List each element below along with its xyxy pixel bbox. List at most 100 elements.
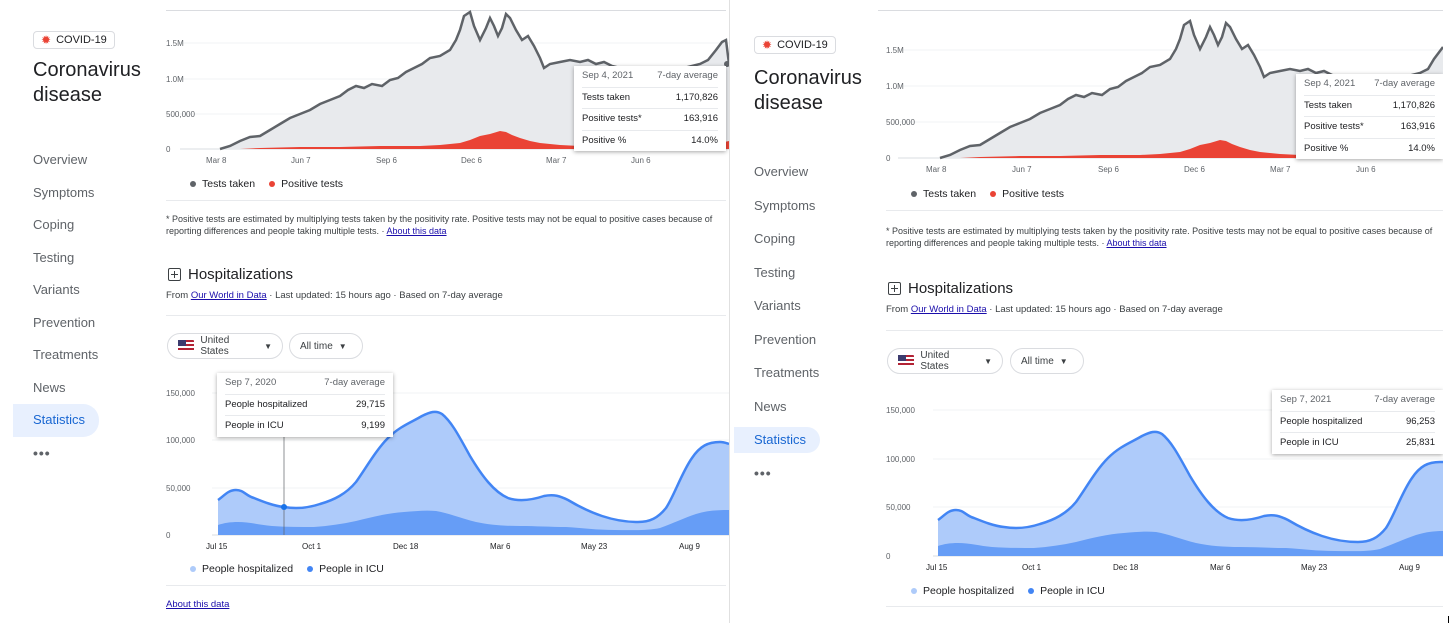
tests-legend: Tests taken Positive tests [911, 188, 1064, 200]
divider [166, 200, 726, 201]
hosp-ytick-100000: 100,000 [886, 455, 915, 464]
hospital-legend: People hospitalized People in ICU [190, 563, 384, 575]
hosp-ytick-0: 0 [166, 531, 171, 540]
tests-xtick-dec6: Dec 6 [461, 156, 482, 165]
tooltip-hospitalized-value: 29,715 [355, 398, 385, 410]
sidebar-item-variants[interactable]: Variants [33, 282, 80, 297]
time-range-select[interactable]: All time ▼ [1010, 348, 1084, 374]
sidebar-item-variants[interactable]: Variants [754, 298, 801, 313]
tests-xtick-mar7: Mar 7 [1270, 165, 1291, 174]
tests-xtick-mar7: Mar 7 [546, 156, 567, 165]
about-this-data-link[interactable]: About this data [166, 599, 230, 610]
country-select[interactable]: United States ▼ [887, 348, 1003, 374]
hosp-xtick-oct1: Oct 1 [302, 542, 322, 551]
sidebar-item-prevention[interactable]: Prevention [33, 314, 96, 330]
sidebar-item-treatments[interactable]: Treatments [754, 365, 820, 380]
sidebar-item-statistics[interactable]: Statistics [734, 427, 820, 453]
our-world-in-data-link[interactable]: Our World in Data [910, 304, 987, 315]
hospitalizations-title[interactable]: Hospitalizations [888, 280, 1013, 297]
sidebar-item-overview[interactable]: Overview [33, 152, 88, 167]
tests-ytick-500000: 500,000 [886, 118, 915, 127]
hosp-xtick-may23: May 23 [1301, 563, 1328, 572]
tests-hover-point [724, 61, 729, 67]
chevron-down-icon: ▼ [984, 356, 992, 366]
sidebar-item-coping[interactable]: Coping [33, 217, 75, 232]
covid-badge[interactable]: ✹ COVID-19 [754, 36, 836, 54]
hosp-xtick-dec18: Dec 18 [393, 542, 419, 551]
sidebar-item-coping[interactable]: Coping [754, 231, 796, 246]
hospital-legend: People hospitalized People in ICU [911, 585, 1105, 597]
sidebar-item-symptoms[interactable]: Symptoms [33, 184, 95, 200]
legend-icu: People in ICU [1028, 585, 1105, 597]
about-this-data-link[interactable]: About this data [386, 226, 447, 236]
hospital-tooltip: Sep 7, 2021 7-day average People hospital… [1272, 390, 1443, 454]
page-title: Coronavirus disease [33, 59, 141, 106]
tests-xtick-dec6: Dec 6 [1184, 165, 1205, 174]
hosp-ytick-100000: 100,000 [166, 436, 195, 445]
hosp-xtick-may23: May 23 [581, 542, 608, 551]
tests-xtick-jun7: Jun 7 [1012, 165, 1032, 174]
sidebar-item-news[interactable]: News [754, 398, 787, 414]
legend-hospitalized: People hospitalized [190, 563, 293, 575]
icu-area [218, 510, 729, 535]
expand-icon[interactable] [168, 268, 181, 281]
chevron-down-icon: ▼ [338, 341, 347, 351]
tooltip-hospitalized-value: 96,253 [1405, 415, 1435, 427]
chevron-down-icon: ▼ [264, 341, 272, 351]
hospitalizations-title[interactable]: Hospitalizations [168, 266, 293, 283]
top-divider [166, 10, 726, 11]
tests-xtick-mar8: Mar 8 [926, 165, 947, 174]
hosp-xtick-oct1: Oct 1 [1022, 563, 1042, 572]
tooltip-icu-value: 9,199 [361, 420, 385, 431]
positive-tests-area [220, 131, 729, 149]
tooltip-tests-taken-value: 1,170,826 [675, 91, 718, 103]
hospitalized-area [938, 431, 1443, 556]
tests-ytick-500000: 500,000 [166, 110, 195, 119]
tests-xtick-mar8: Mar 8 [206, 156, 227, 165]
tests-ytick-0: 0 [166, 145, 171, 154]
our-world-in-data-link[interactable]: Our World in Data [190, 290, 267, 301]
icu-area [938, 531, 1443, 556]
hosp-ytick-50000: 50,000 [886, 503, 911, 512]
expand-icon[interactable] [888, 282, 901, 295]
about-this-data-link[interactable]: About this data [1106, 238, 1167, 248]
chevron-down-icon: ▼ [1059, 356, 1068, 366]
tests-xtick-sep6: Sep 6 [1098, 165, 1119, 174]
hosp-ytick-50000: 50,000 [166, 484, 191, 493]
hosp-xtick-mar6: Mar 6 [1210, 563, 1231, 572]
sidebar-item-overview[interactable]: Overview [754, 164, 809, 179]
sidebar-item-testing[interactable]: Testing [754, 264, 796, 280]
hosp-ytick-150000: 150,000 [886, 406, 915, 415]
sidebar-item-testing[interactable]: Testing [33, 249, 75, 265]
divider [886, 606, 1443, 607]
sidebar-item-treatments[interactable]: Treatments [33, 347, 99, 362]
tooltip-positive-pct-value: 14.0% [1408, 142, 1435, 154]
tests-ytick-1-5m: 1.5M [166, 39, 184, 48]
sidebar-item-news[interactable]: News [33, 379, 66, 395]
hosp-xtick-jul15: Jul 15 [206, 542, 228, 551]
sidebar-item-statistics[interactable]: Statistics [13, 404, 99, 437]
tests-legend: Tests taken Positive tests [190, 178, 343, 190]
divider [886, 330, 1443, 331]
tooltip-positive-tests-value: 163,916 [683, 113, 718, 124]
us-flag-icon [898, 355, 915, 367]
badge-label: COVID-19 [777, 39, 828, 51]
tests-xtick-jun7: Jun 7 [291, 156, 311, 165]
sidebar-item-prevention[interactable]: Prevention [754, 331, 817, 347]
time-range-select[interactable]: All time ▼ [289, 333, 363, 359]
tests-ytick-1m: 1.0M [886, 82, 904, 91]
sidebar-item-symptoms[interactable]: Symptoms [754, 197, 816, 213]
more-menu-icon[interactable]: ••• [33, 444, 51, 461]
covid-badge[interactable]: ✹ COVID-19 [33, 31, 115, 49]
more-menu-icon[interactable]: ••• [754, 465, 772, 481]
country-select[interactable]: United States ▼ [167, 333, 283, 359]
hospitalized-line [937, 430, 1443, 544]
hosp-xtick-aug9: Aug 9 [1399, 563, 1420, 572]
tooltip-positive-tests-value: 163,916 [1400, 121, 1435, 132]
hospital-tooltip: Sep 7, 2020 7-day average People hospital… [217, 373, 393, 437]
hosp-ytick-0: 0 [886, 552, 891, 561]
tests-tooltip: Sep 4, 2021 7-day average Tests taken 1,17… [574, 66, 726, 151]
hover-point [281, 504, 287, 510]
tooltip-icu-value: 25,831 [1405, 437, 1435, 448]
hospitalizations-chart: 0 50,000 100,000 150,000 Jul 15 Oct 1 De… [886, 406, 1443, 572]
